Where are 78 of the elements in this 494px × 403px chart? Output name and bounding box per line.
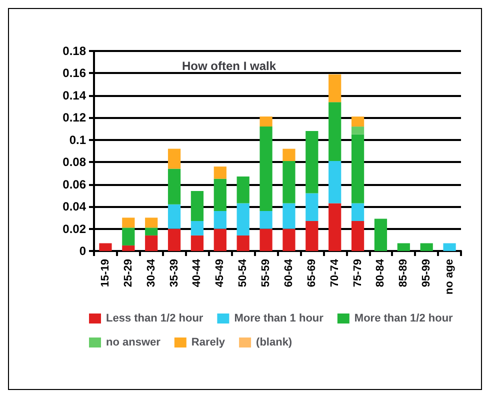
bar bbox=[190, 221, 204, 236]
bar bbox=[282, 228, 296, 251]
bar bbox=[122, 218, 135, 228]
legend-label: More than 1/2 hour bbox=[354, 312, 454, 324]
bar bbox=[190, 191, 204, 221]
x-tick-label: no age bbox=[444, 259, 456, 294]
x-tick-label: 55-59 bbox=[260, 259, 272, 288]
x-tick-label: 70-74 bbox=[328, 258, 341, 288]
y-tick-label: 0.18 bbox=[62, 44, 86, 58]
bar bbox=[351, 134, 364, 204]
x-tick-label: 15-19 bbox=[99, 259, 112, 288]
bar bbox=[168, 148, 181, 169]
bar bbox=[328, 203, 342, 251]
bar bbox=[236, 176, 250, 204]
x-tick-label: 95-99 bbox=[420, 259, 433, 288]
bar bbox=[282, 203, 296, 229]
y-tick-label: 0.14 bbox=[62, 88, 86, 102]
bar bbox=[443, 243, 456, 251]
bar bbox=[282, 161, 296, 204]
bar bbox=[328, 102, 342, 161]
x-tick-label: 75-79 bbox=[352, 259, 364, 288]
bar bbox=[168, 168, 181, 204]
x-tick-label: 85-89 bbox=[398, 259, 410, 288]
bar bbox=[260, 116, 272, 127]
bar bbox=[214, 166, 226, 179]
y-tick-label: 0.16 bbox=[62, 66, 86, 80]
bar bbox=[145, 235, 158, 251]
bar bbox=[145, 218, 158, 228]
bar bbox=[282, 148, 296, 161]
legend-label: Less than 1/2 hour bbox=[106, 312, 204, 324]
bar bbox=[122, 228, 135, 246]
bar bbox=[260, 126, 272, 211]
y-tick-label: 0.06 bbox=[62, 177, 86, 192]
bar bbox=[214, 211, 226, 229]
text: How often I walk bbox=[182, 59, 276, 73]
bar bbox=[214, 228, 226, 251]
bar bbox=[351, 203, 364, 221]
bar bbox=[351, 116, 364, 127]
bar bbox=[168, 204, 181, 229]
x-tick-label: 65-69 bbox=[306, 259, 318, 288]
bar bbox=[122, 245, 135, 251]
bar bbox=[260, 228, 272, 251]
bar bbox=[306, 131, 318, 194]
bar bbox=[190, 235, 204, 251]
x-tick-label: 60-64 bbox=[282, 258, 295, 288]
x-tick-label: 80-84 bbox=[374, 258, 387, 288]
x-tick-label: 35-39 bbox=[168, 259, 180, 288]
bar bbox=[374, 218, 388, 251]
legend-label: no answer bbox=[106, 336, 162, 348]
bar bbox=[328, 161, 342, 204]
bar bbox=[236, 235, 250, 251]
y-tick-label: 0.04 bbox=[62, 200, 86, 214]
bar bbox=[236, 203, 250, 236]
legend-label: Rarely bbox=[191, 336, 226, 348]
x-tick-label: 30-34 bbox=[145, 258, 158, 288]
bar bbox=[168, 228, 181, 251]
bar bbox=[99, 243, 112, 251]
y-tick-label: 0.1 bbox=[69, 132, 86, 147]
y-tick-label: 0 bbox=[79, 244, 86, 258]
bar bbox=[351, 221, 364, 251]
x-tick-label: 45-49 bbox=[214, 259, 226, 288]
bar bbox=[214, 178, 226, 211]
bar bbox=[260, 211, 272, 229]
bar bbox=[328, 74, 342, 102]
x-tick-label: 50-54 bbox=[237, 258, 250, 288]
bar bbox=[145, 228, 158, 236]
y-tick-label: 0.08 bbox=[62, 155, 86, 170]
bar bbox=[306, 193, 318, 221]
bar bbox=[420, 243, 433, 251]
y-tick-label: 0.02 bbox=[62, 222, 86, 236]
legend-label: More than 1 hour bbox=[234, 312, 324, 324]
y-tick-label: 0.12 bbox=[62, 110, 86, 125]
bar bbox=[351, 126, 364, 134]
x-tick-label: 25-29 bbox=[122, 259, 134, 288]
x-tick-label: 40-44 bbox=[191, 258, 204, 288]
bar bbox=[306, 221, 318, 251]
bar bbox=[397, 243, 410, 251]
legend-label: (blank) bbox=[256, 336, 292, 348]
